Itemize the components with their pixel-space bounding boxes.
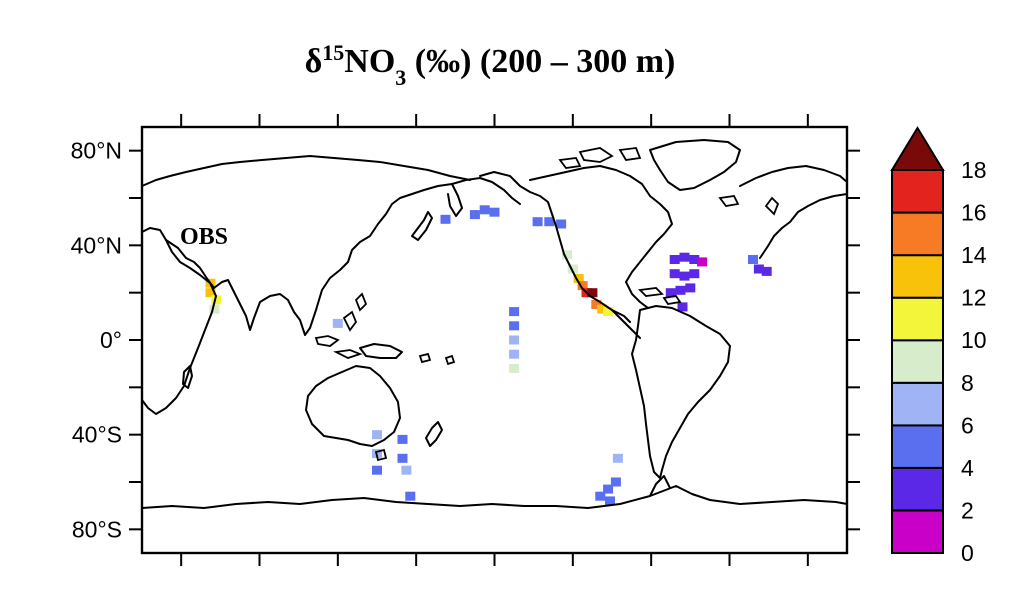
data-cell [761,266,772,276]
data-cell [587,288,598,298]
data-cell [401,465,412,475]
data-cell [509,321,520,331]
map-background [142,127,847,553]
data-cell [397,453,408,463]
data-cell [509,363,520,373]
title-delta: δ [305,43,323,80]
colorbar-label: 16 [961,200,987,226]
data-cell [332,318,343,328]
title-species: NO [344,43,395,80]
data-cell [597,304,608,314]
coastlines [141,139,848,509]
y-tick-label: 40°N [71,232,122,258]
data-cell [689,255,700,264]
data-cell [577,281,588,291]
colorbar-label: 6 [961,412,974,438]
y-tick-label: 0° [100,327,122,353]
colorbar-label: 4 [961,455,974,481]
panel-label: OBS [180,224,228,250]
data-cell [509,307,520,317]
data-cell [532,217,543,227]
colorbar-extend-triangle [890,126,945,171]
colorbar-label: 2 [961,497,974,523]
data-cell [209,304,220,314]
data-cell [397,434,408,444]
data-cell [748,255,758,264]
colorbar-box [891,424,944,469]
data-cell [211,295,222,305]
colorbar-box [891,339,944,384]
data-cell [573,274,584,283]
data-cell [372,465,382,475]
data-cell [595,491,606,501]
data-cell [562,250,572,260]
data-cell [669,269,680,279]
colorbar-label: 0 [961,540,974,566]
data-cell [669,255,680,264]
data-cell [556,219,567,229]
colorbar-label: 10 [961,327,987,353]
colorbar-box [891,381,944,427]
data-cell [697,257,708,267]
data-cell [489,207,500,217]
data-cell [469,210,480,220]
data-cell [679,252,690,262]
colorbar-label: 8 [961,370,974,396]
colorbar-box [891,211,944,257]
data-cell [610,477,621,487]
chart-title: δ15NO3 (‰) (200 – 300 m) [305,40,676,90]
data-cell [479,205,490,215]
data-cell [679,271,690,281]
y-tick-label: 40°S [72,422,122,448]
title-superscript: 15 [322,40,344,65]
y-tick-label: 80°N [71,138,122,164]
data-cell [689,269,700,279]
y-tick-labels: 80°N 40°N 0° 40°S 80°S [71,138,122,543]
data-cell [205,288,216,298]
colorbar-label: 18 [961,157,987,183]
data-cell [567,264,578,274]
colorbar-label: 14 [961,242,987,268]
data-cell [405,491,416,501]
data-cell [372,430,382,440]
data-cell [685,283,696,293]
colorbar-box [891,296,944,342]
data-cell [603,484,614,494]
data-cell [603,307,614,317]
axis-ticks [129,114,860,566]
data-cell [605,496,615,506]
data-cell [665,288,676,298]
data-cell [612,453,623,463]
data-cell [675,285,686,295]
colorbar-box [891,509,944,554]
data-cell [509,349,520,359]
data-cell [677,302,688,312]
data-cell [753,264,764,274]
data-cell [440,214,451,224]
colorbar-box [891,254,944,299]
title-subscript: 3 [395,65,406,90]
colorbar-label: 12 [961,285,987,311]
data-cell [544,217,555,227]
colorbar-box [891,466,944,512]
y-tick-label: 80°S [72,516,122,542]
colorbar: 0 2 4 6 8 10 12 14 16 18 [890,126,987,566]
data-cell [591,300,602,309]
title-rest: (‰) (200 – 300 m) [406,43,675,80]
colorbar-box [891,169,944,214]
data-cell [509,335,520,345]
